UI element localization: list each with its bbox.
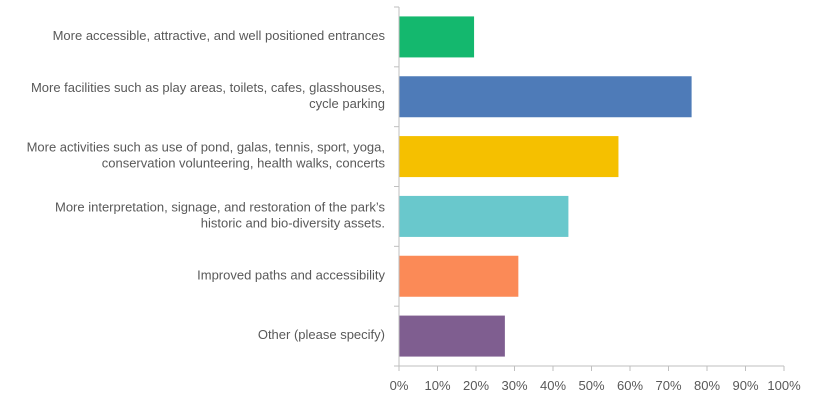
bar-2 xyxy=(399,76,692,118)
x-tick-label: 10% xyxy=(424,378,450,393)
category-label-2: More facilities such as play areas, toil… xyxy=(31,80,385,111)
category-label-line: Improved paths and accessibility xyxy=(197,268,385,283)
x-tick-label: 30% xyxy=(501,378,527,393)
x-tick-label: 50% xyxy=(578,378,604,393)
category-label-line: More activities such as use of pond, gal… xyxy=(27,140,385,155)
x-tick-label: 20% xyxy=(463,378,489,393)
category-label-line: Other (please specify) xyxy=(258,328,385,343)
category-label-line: conservation volunteering, health walks,… xyxy=(102,156,386,171)
category-label-line: cycle parking xyxy=(309,96,385,111)
bar-5 xyxy=(399,255,519,297)
category-label-line: More facilities such as play areas, toil… xyxy=(31,80,385,95)
x-tick-label: 0% xyxy=(390,378,409,393)
bar-3 xyxy=(399,136,619,178)
category-label-line: historic and bio-diversity assets. xyxy=(201,216,385,231)
x-tick-label: 90% xyxy=(732,378,758,393)
x-tick-label: 80% xyxy=(694,378,720,393)
category-label-6: Other (please specify) xyxy=(258,328,385,343)
bar-4 xyxy=(399,195,569,237)
x-tick-label: 60% xyxy=(617,378,643,393)
x-tick-label: 40% xyxy=(540,378,566,393)
category-labels-group: More accessible, attractive, and well po… xyxy=(27,28,386,342)
category-label-line: More interpretation, signage, and restor… xyxy=(55,200,386,215)
bar-6 xyxy=(399,315,505,357)
category-label-5: Improved paths and accessibility xyxy=(197,268,385,283)
x-ticks-group: 0% 10% 20% 30% 40% 50% 60% 70% 80% 90% 100% xyxy=(390,378,801,393)
bars-group xyxy=(399,16,692,357)
axes-group xyxy=(394,6,785,371)
category-label-3: More activities such as use of pond, gal… xyxy=(27,140,386,171)
x-tick-label: 70% xyxy=(655,378,681,393)
category-label-1: More accessible, attractive, and well po… xyxy=(53,28,386,43)
bar-1 xyxy=(399,16,475,58)
category-label-4: More interpretation, signage, and restor… xyxy=(55,200,386,231)
category-label-line: More accessible, attractive, and well po… xyxy=(53,28,386,43)
x-tick-label: 100% xyxy=(767,378,801,393)
